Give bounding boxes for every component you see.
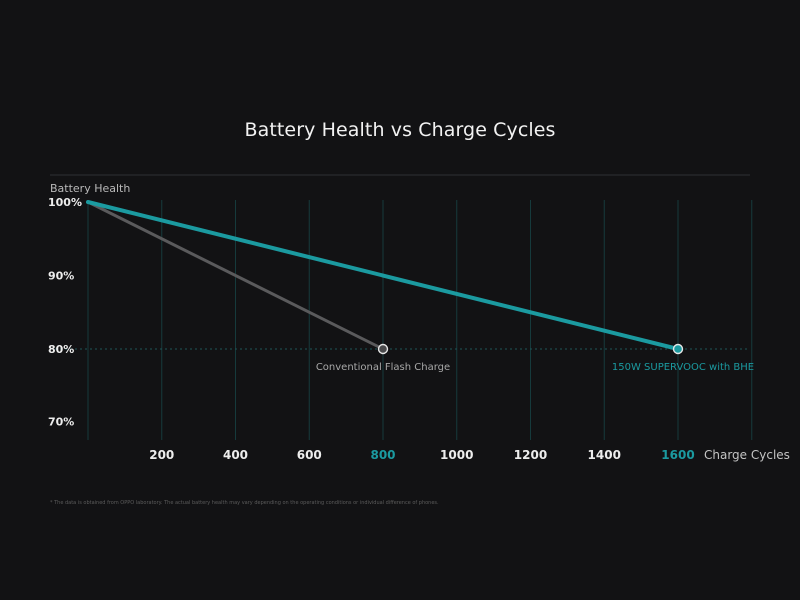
x-tick-label: 1400 [588,448,621,462]
x-tick-label: 400 [223,448,248,462]
x-tick-label: 1600 [661,448,694,462]
series-group: Conventional Flash Charge 150W SUPERVOOC … [86,200,754,373]
series-end-point [672,343,684,355]
x-tick-label: 600 [297,448,322,462]
x-tick-label: 1000 [440,448,473,462]
x-axis-title: Charge Cycles [704,448,790,462]
y-axis: 100% 90% 80% 70% [48,196,82,429]
x-tick-label: 800 [370,448,395,462]
series-end-point [377,343,389,355]
y-tick-label: 80% [48,343,74,356]
series-label: Conventional Flash Charge [316,362,450,373]
y-axis-title: Battery Health [50,182,130,195]
y-tick-label: 70% [48,416,74,429]
y-tick-label: 90% [48,270,74,283]
x-axis: 200 400 600 800 1000 1200 1400 1600 [149,448,694,462]
series-line [86,200,680,351]
grid-lines [50,200,753,440]
x-tick-label: 1200 [514,448,547,462]
series-line [86,200,385,351]
chart-title: Battery Health vs Charge Cycles [244,119,556,141]
footnote: * The data is obtained from OPPO laborat… [50,500,439,506]
y-tick-label: 100% [48,196,82,209]
x-tick-label: 200 [149,448,174,462]
series-label: 150W SUPERVOOC with BHE [612,362,754,373]
